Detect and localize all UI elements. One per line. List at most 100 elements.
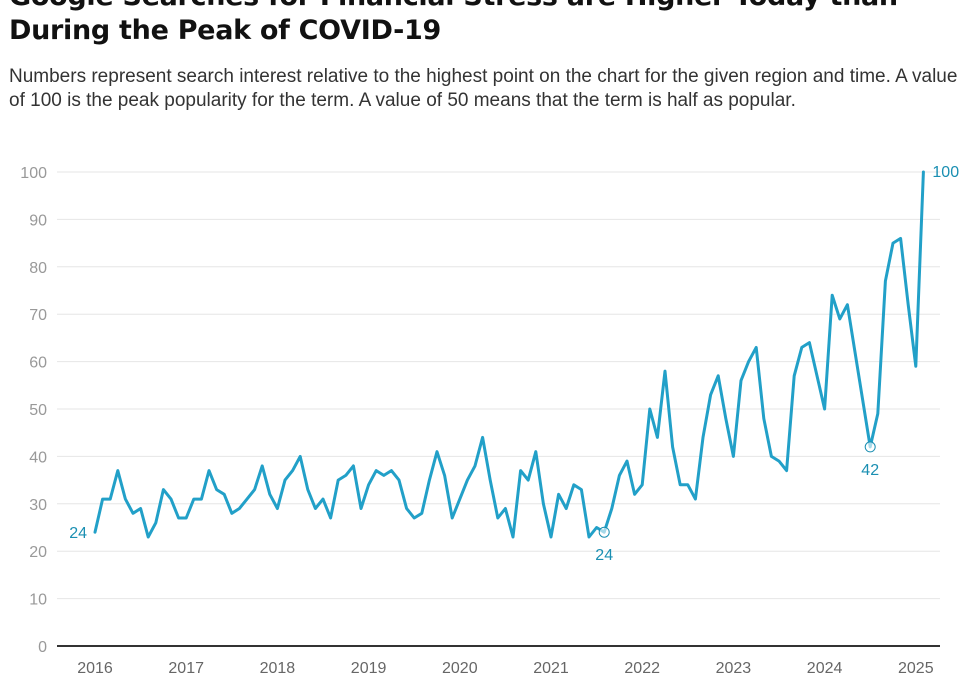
y-tick-label: 20 [29,544,47,561]
data-point [777,459,781,463]
chart-subtitle: Numbers represent search interest relati… [9,66,958,111]
data-point [823,407,827,411]
data-point [564,507,568,511]
annotation-label: 100 [932,164,959,181]
data-point [139,507,143,511]
annotation-label: 24 [69,525,87,542]
data-point [253,488,257,492]
data-point [427,478,431,482]
data-point [579,488,583,492]
y-axis-ticks: 0 10 20 30 40 50 60 70 80 90 100 [20,165,47,656]
data-point [678,483,682,487]
data-point [845,303,849,307]
data-point [663,369,667,373]
data-point [731,454,735,458]
data-point [481,435,485,439]
data-point [914,364,918,368]
data-point [291,469,295,473]
annotation-marker [598,526,610,538]
data-point [154,521,158,525]
data-point [921,170,925,174]
data-point [268,492,272,496]
data-point [671,445,675,449]
data-point [519,469,523,473]
data-point [473,464,477,468]
x-axis-ticks: 2016 2017 2018 2019 2020 2021 2022 2023 2024 2025 [77,660,933,677]
x-tick-label: 2024 [807,660,843,677]
x-tick-label: 2022 [624,660,660,677]
data-point [298,454,302,458]
data-point [747,360,751,364]
data-point [131,511,135,515]
data-point [465,478,469,482]
x-tick-label: 2019 [351,660,387,677]
data-point [306,488,310,492]
data-point [807,341,811,345]
y-tick-label: 50 [29,402,47,419]
y-tick-label: 10 [29,592,47,609]
data-point [260,464,264,468]
data-point [876,412,880,416]
data-point [617,473,621,477]
data-point [367,483,371,487]
data-point [511,535,515,539]
data-point [237,507,241,511]
data-point [572,483,576,487]
data-point [108,497,112,501]
data-point [906,303,910,307]
data-point [123,497,127,501]
data-point [762,416,766,420]
x-tick-label: 2016 [77,660,113,677]
data-point [397,478,401,482]
data-point [496,516,500,520]
data-point [769,454,773,458]
data-point [526,478,530,482]
y-tick-label: 100 [20,165,47,182]
data-point [595,526,599,530]
data-point [283,478,287,482]
data-point [701,435,705,439]
data-point [693,497,697,501]
data-point [321,497,325,501]
data-point [177,516,181,520]
data-point [199,497,203,501]
data-point [374,469,378,473]
annotations: 24 24 42 100 [69,164,959,564]
data-point [420,511,424,515]
data-point [215,488,219,492]
data-point [146,535,150,539]
data-point [443,473,447,477]
data-point [640,483,644,487]
gridlines [57,171,940,600]
data-point [359,507,363,511]
data-point [275,507,279,511]
data-point [534,450,538,454]
data-point [101,497,105,501]
data-point [116,469,120,473]
data-point [815,374,819,378]
data-point [230,511,234,515]
data-point [739,379,743,383]
x-tick-label: 2017 [168,660,204,677]
data-point [184,516,188,520]
data-point [853,350,857,354]
x-tick-label: 2020 [442,660,478,677]
data-point [313,507,317,511]
y-tick-label: 40 [29,449,47,466]
data-point [336,478,340,482]
annotation-label: 42 [861,462,879,479]
data-point [405,507,409,511]
data-point [458,497,462,501]
data-point [655,435,659,439]
data-point [785,469,789,473]
data-point [648,407,652,411]
data-point [344,473,348,477]
annotation-marker [864,441,876,453]
y-tick-label: 60 [29,355,47,372]
data-point [899,236,903,240]
y-tick-label: 0 [38,639,47,656]
data-point [222,492,226,496]
x-tick-label: 2023 [716,660,752,677]
data-point [351,464,355,468]
data-point [709,393,713,397]
